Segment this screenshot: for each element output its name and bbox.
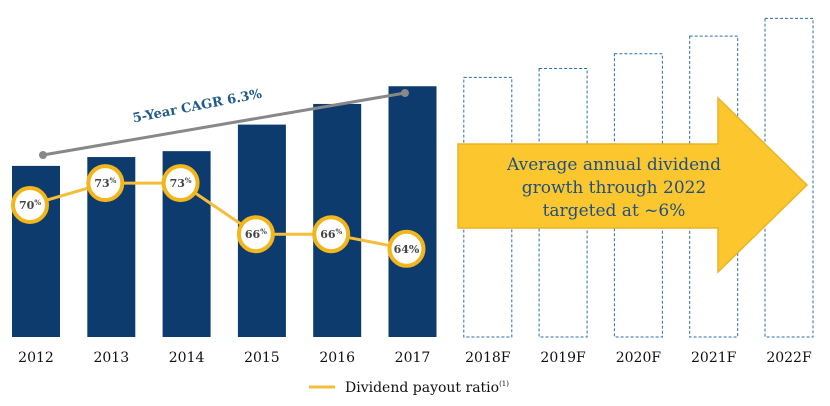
tick-label-2021F: 2021F: [691, 350, 737, 366]
payout-ratio-badge-2014: 73%: [161, 164, 200, 203]
arrow-text-line-3: targeted at ~6%: [543, 201, 686, 221]
tick-label-2018F: 2018F: [465, 350, 511, 366]
tick-label-2019F: 2019F: [540, 350, 586, 366]
tick-label-2022F: 2022F: [766, 350, 812, 366]
dividend-bar-2017: [388, 86, 437, 337]
payout-ratio-label: 66%: [245, 227, 267, 241]
cagr-trend-line: [42, 91, 406, 157]
payout-ratio-label: 70%: [19, 198, 41, 212]
payout-ratio-label: 73%: [170, 176, 192, 190]
tick-label-2017: 2017: [395, 350, 431, 366]
tick-label-2015: 2015: [244, 350, 280, 366]
payout-ratio-point: [387, 229, 426, 268]
legend-label: Dividend payout ratio(1): [345, 380, 509, 396]
payout-ratio-point: [86, 164, 125, 203]
arrow-text-line-2: growth through 2022: [522, 178, 707, 198]
cagr-start-dot: [39, 151, 47, 159]
growth-arrow-shape: [457, 96, 809, 274]
payout-ratio-point: [11, 186, 49, 224]
x-axis-ticks: 2012 2013 2014 2015 2016 2017 2018F 2019F 2020F 2…: [18, 350, 812, 366]
legend: Dividend payout ratio(1): [309, 380, 509, 396]
cagr-end-dot: [401, 89, 409, 97]
payout-ratio-badge-2012: 70%: [11, 186, 49, 224]
payout-ratio-point: [161, 164, 200, 203]
tick-label-2013: 2013: [93, 350, 129, 366]
forecast-bar-2022F: [764, 17, 814, 338]
payout-ratio-point: [312, 215, 351, 254]
payout-ratio-badge-2017: 64%: [387, 229, 426, 268]
payout-ratio-badge-2013: 73%: [86, 164, 125, 203]
tick-label-2014: 2014: [169, 350, 205, 366]
payout-ratio-label: 64%: [394, 243, 420, 256]
growth-arrow: Average annual dividend growth through 2…: [457, 96, 809, 274]
legend-footnote: (1): [499, 380, 509, 388]
tick-label-2012: 2012: [18, 350, 54, 366]
payout-ratio-badge-2015: 66%: [236, 215, 275, 254]
legend-label-text: Dividend payout ratio: [345, 380, 499, 396]
payout-ratio-label: 66%: [320, 227, 342, 241]
tick-label-2020F: 2020F: [616, 350, 662, 366]
payout-ratio-label: 73%: [94, 176, 116, 190]
payout-ratio-series: 70% 73% 73% 66% 66% 64%: [11, 164, 426, 268]
arrow-text-line-1: Average annual dividend: [506, 155, 721, 175]
tick-label-2016: 2016: [319, 350, 355, 366]
payout-ratio-point: [236, 215, 275, 254]
payout-ratio-badge-2016: 66%: [312, 215, 351, 254]
